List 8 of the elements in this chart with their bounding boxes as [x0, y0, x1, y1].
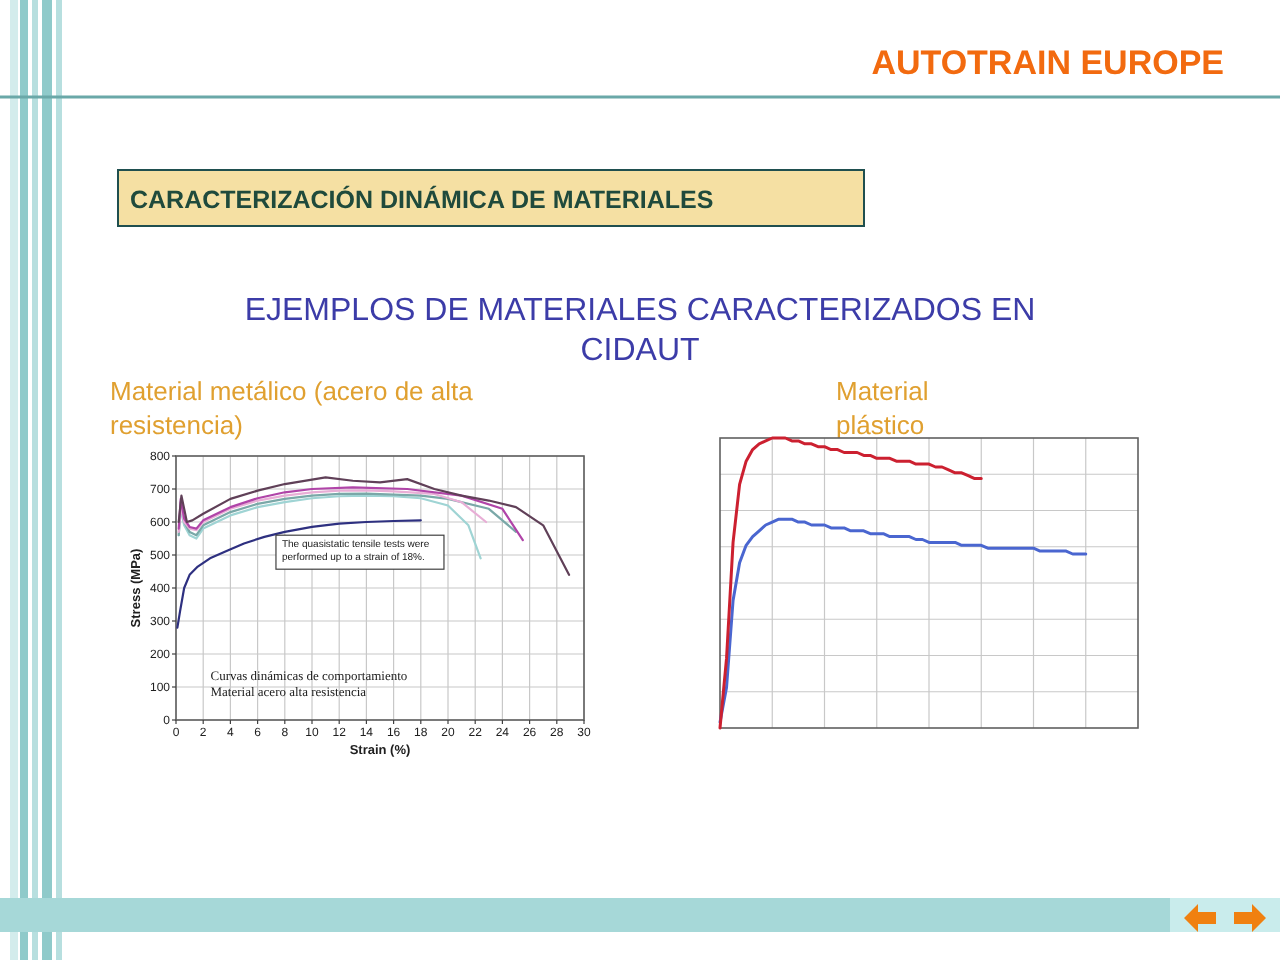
text: CARACTERIZACIÓN DINÁMICA DE MATERIALES: [130, 184, 714, 214]
text: EJEMPLOS DE MATERIALES CARACTERIZADOS EN CIDAUT: [244, 294, 1036, 368]
text: AUTOTRAIN EUROPE: [871, 44, 1224, 82]
line-series: [177, 489, 488, 533]
chart-title: Material plástico: [836, 376, 929, 440]
chart-title: Material metálico (acero de alta resistencia): [110, 376, 475, 440]
line-series: [177, 476, 571, 576]
line-series: [177, 494, 482, 560]
